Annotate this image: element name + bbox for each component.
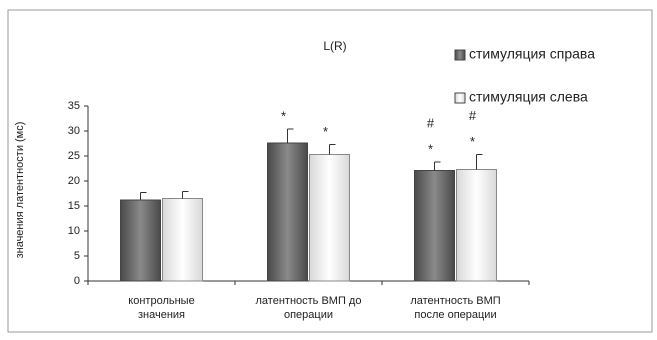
annotation: * [428, 141, 433, 156]
x-tick-label: операции [284, 309, 333, 321]
y-tick-label: 25 [68, 150, 80, 162]
y-tick-label: 0 [74, 275, 80, 287]
annotation: * [470, 134, 475, 149]
bar [267, 142, 308, 282]
annotation: * [323, 124, 328, 139]
legend-label: стимуляция справа [469, 46, 595, 62]
y-tick-label: 10 [68, 225, 80, 237]
y-tick-label: 30 [68, 125, 80, 137]
y-tick-label: 15 [68, 200, 80, 212]
x-tick-label: латентность ВМП до [256, 295, 362, 307]
bar [120, 199, 161, 282]
x-tick-label: контрольные [128, 295, 194, 307]
bar [414, 170, 455, 282]
y-tick-label: 35 [68, 100, 80, 112]
y-tick-label: 5 [74, 250, 80, 262]
x-tick-label: латентность ВМП [410, 295, 500, 307]
y-tick-label: 20 [68, 175, 80, 187]
legend-swatch [454, 92, 466, 104]
annotation: # [469, 108, 477, 123]
bar [456, 169, 497, 282]
y-axis-label: значения латентности (мс) [14, 122, 26, 259]
chart-title: L(R) [323, 39, 346, 53]
annotation: * [281, 108, 286, 123]
annotation: # [427, 115, 435, 130]
legend-label: стимуляция слева [469, 89, 588, 105]
x-tick-label: значения [138, 309, 185, 321]
legend-swatch [454, 49, 466, 61]
bar [162, 198, 203, 282]
x-tick-label: после операции [414, 309, 496, 321]
bar [309, 154, 350, 282]
